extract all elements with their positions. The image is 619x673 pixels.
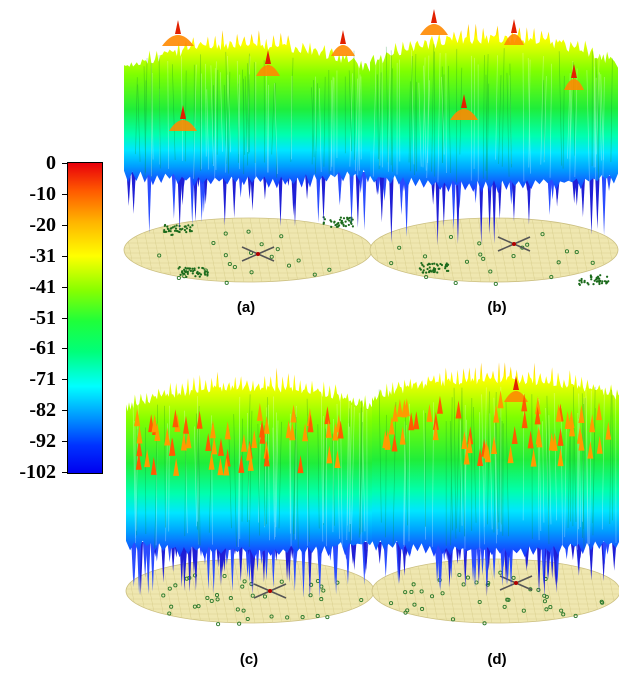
center-cross-marker	[253, 583, 287, 599]
colorbar-tick	[62, 317, 68, 319]
panel-label-d: (d)	[487, 651, 507, 668]
colorbar-tick-label: -82	[29, 399, 56, 422]
colorbar-tick	[62, 410, 68, 412]
surface-texture	[135, 50, 362, 180]
colorbar-tick-label: -71	[29, 368, 56, 391]
colorbar-tick-label: -20	[29, 213, 56, 236]
center-cross-marker	[499, 575, 533, 591]
surface-texture	[132, 394, 368, 550]
colorbar-tick-label: 0	[46, 152, 56, 174]
surface-plot-d	[370, 338, 619, 636]
signal-surface	[372, 362, 619, 558]
signal-surface	[370, 23, 618, 194]
signal-peaks	[134, 402, 344, 476]
surface-texture	[372, 44, 613, 184]
colorbar-tick	[62, 348, 68, 350]
colorbar-tick	[62, 193, 68, 195]
signal-surface	[124, 30, 372, 189]
ap-cluster	[322, 216, 354, 229]
colorbar-tick-label: -31	[29, 244, 56, 267]
colorbar-tick-label: -92	[29, 430, 56, 453]
center-cross-marker	[497, 236, 531, 252]
colorbar-tick	[62, 379, 68, 381]
panel-label-b: (b)	[487, 299, 507, 316]
access-point-markers	[389, 570, 605, 626]
access-point-markers	[157, 229, 332, 285]
colorbar-tick	[62, 163, 68, 164]
panel-label-c: (c)	[239, 651, 259, 668]
ap-cluster	[162, 223, 194, 237]
signal-peaks	[382, 376, 612, 467]
surface-plot-b	[368, 6, 619, 295]
colorbar-tick-label: -41	[29, 275, 56, 298]
colorbar-tick	[62, 224, 68, 226]
colorbar-tick	[62, 472, 68, 473]
surface-plot-a	[122, 10, 374, 295]
ap-cluster	[418, 261, 450, 274]
ap-cluster	[578, 274, 610, 286]
colorbar-tick	[62, 255, 68, 257]
access-point-markers	[389, 232, 595, 286]
colorbar-tick-label: -51	[29, 306, 56, 329]
colorbar-tick	[62, 441, 68, 443]
signal-peaks	[420, 9, 584, 120]
ap-cluster	[177, 265, 209, 279]
colorbar-tick-label: -61	[29, 337, 56, 360]
surface-plot-c	[124, 344, 376, 636]
colorbar-tick-label: -102	[19, 461, 56, 483]
colorbar-tick	[62, 286, 68, 288]
colorbar-tick-label: -10	[29, 182, 56, 205]
center-cross-marker	[241, 246, 275, 262]
signal-peaks	[162, 20, 355, 131]
colorbar	[67, 162, 103, 474]
panel-label-a: (a)	[236, 299, 256, 316]
